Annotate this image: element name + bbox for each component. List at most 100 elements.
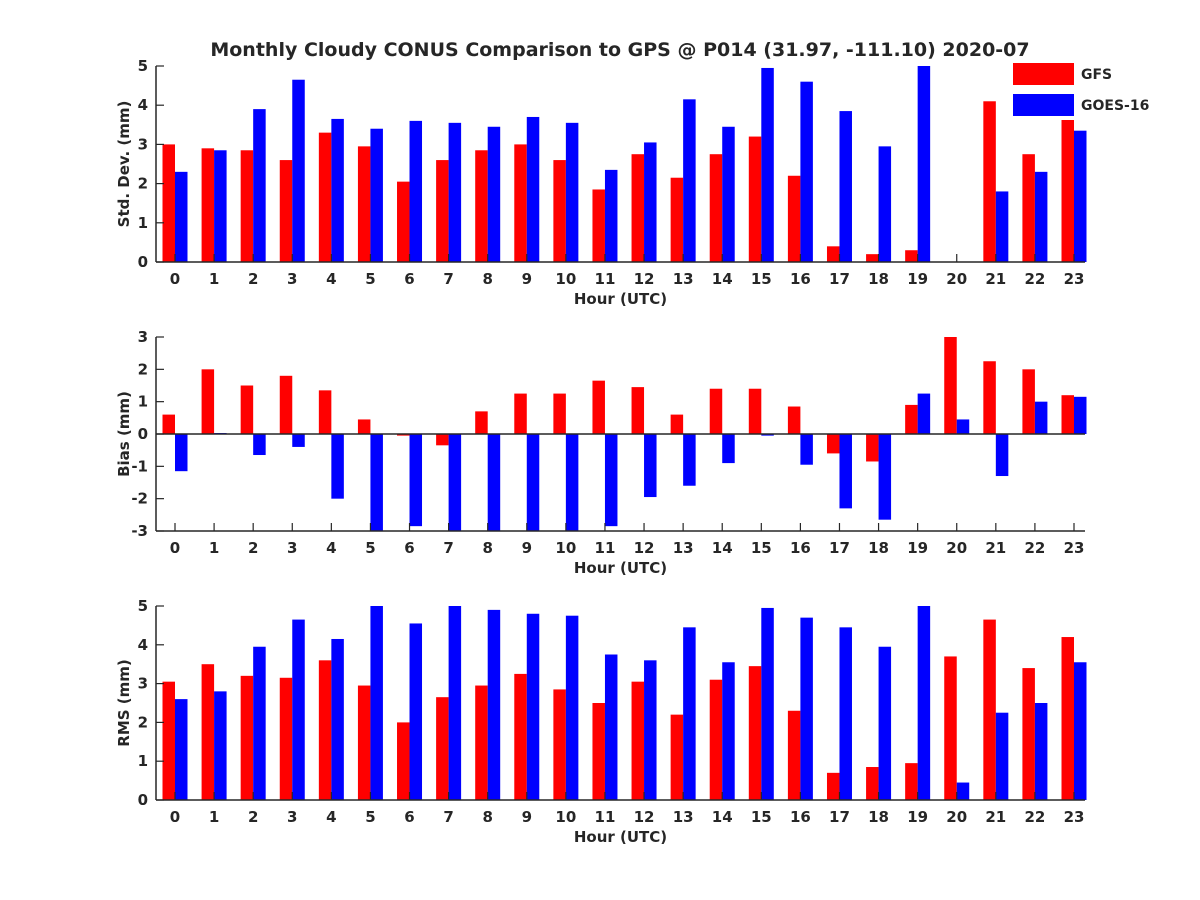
bar-goes-16-15 [761,607,774,800]
x-tick-label: 21 [985,808,1006,826]
bar-gfs-1 [201,369,215,434]
bar-goes-16-12 [644,434,657,498]
bar-goes-16-5 [370,606,383,800]
y-tick-label: 5 [138,597,148,615]
x-tick-label: 9 [522,539,532,557]
bar-gfs-13 [670,414,684,434]
y-tick-label: 3 [138,675,148,693]
bar-gfs-5 [357,685,371,800]
y-axis-label: Bias (mm) [115,391,133,477]
x-tick-label: 19 [907,539,928,557]
bar-gfs-6 [397,181,410,262]
bar-goes-16-1 [214,691,227,800]
bar-goes-16-4 [331,434,344,499]
bar-goes-16-19 [917,66,931,262]
x-tick-label: 15 [751,808,772,826]
x-tick-label: 17 [829,270,850,288]
x-tick-label: 14 [712,539,733,557]
bar-goes-16-9 [526,434,540,531]
x-tick-label: 11 [595,808,616,826]
bar-goes-16-9 [526,116,540,263]
bar-goes-16-15 [761,67,774,263]
bar-goes-16-3 [292,434,305,447]
y-tick-label: 2 [138,713,148,731]
bar-gfs-15 [748,136,762,262]
bar-goes-16-18 [878,146,892,262]
bar-gfs-2 [240,150,254,262]
bar-goes-16-22 [1034,703,1048,800]
x-tick-label: 19 [907,270,928,288]
bar-gfs-1 [201,148,215,262]
bar-goes-16-23 [1074,130,1087,262]
bar-goes-16-8 [487,126,501,262]
x-tick-label: 14 [712,808,733,826]
bar-gfs-18 [866,254,879,262]
bar-goes-16-23 [1074,396,1087,434]
x-tick-label: 17 [829,808,850,826]
bar-gfs-6 [397,434,410,436]
bar-goes-16-2 [253,646,266,800]
x-tick-label: 20 [946,808,967,826]
y-tick-label: 1 [138,214,148,232]
bar-gfs-13 [670,177,684,262]
bar-goes-16-0 [175,171,188,262]
bar-goes-16-4 [331,638,344,800]
y-tick-label: 0 [138,791,148,809]
x-tick-label: 2 [248,808,258,826]
bar-gfs-7 [436,160,449,262]
bar-goes-16-16 [800,81,813,263]
x-tick-label: 18 [868,539,889,557]
y-tick-label: 3 [138,328,148,346]
bar-goes-16-10 [565,615,579,800]
legend-swatch-gfs [1013,63,1074,85]
bar-gfs-22 [1022,154,1035,262]
x-tick-label: 0 [170,270,180,288]
bar-gfs-0 [162,414,175,434]
bar-goes-16-14 [722,434,735,464]
bar-goes-16-6 [409,623,423,800]
x-tick-label: 2 [248,539,258,557]
y-tick-label: 3 [138,135,148,153]
bar-goes-16-6 [409,434,423,527]
series-goes-16 [175,393,1087,531]
bar-gfs-15 [748,666,762,800]
bar-gfs-11 [592,189,605,262]
bar-gfs-3 [279,375,293,434]
bar-gfs-22 [1022,369,1035,434]
bar-goes-16-17 [839,627,852,800]
chart-title: Monthly Cloudy CONUS Comparison to GPS @… [210,39,1029,61]
bar-goes-16-11 [604,169,618,262]
bar-goes-16-19 [917,606,931,800]
bar-gfs-7 [436,434,449,446]
bar-gfs-1 [201,664,215,800]
bar-gfs-7 [436,697,449,800]
bar-gfs-4 [318,132,332,262]
x-tick-label: 20 [946,539,967,557]
x-tick-label: 8 [482,270,492,288]
bar-goes-16-18 [878,434,892,520]
bar-gfs-16 [787,406,801,434]
x-tick-label: 18 [868,808,889,826]
x-tick-label: 15 [751,539,772,557]
bar-goes-16-18 [878,646,892,800]
bar-gfs-10 [553,393,566,434]
bar-goes-16-14 [722,126,735,262]
bar-gfs-2 [240,675,254,800]
bar-gfs-12 [631,154,645,262]
x-tick-label: 17 [829,539,850,557]
bar-gfs-16 [787,175,801,262]
x-tick-label: 13 [673,808,694,826]
bar-goes-16-13 [683,627,696,800]
bar-gfs-17 [826,246,840,262]
bar-goes-16-0 [175,434,188,472]
bar-goes-16-16 [800,434,813,465]
bar-goes-16-11 [604,654,618,800]
bar-gfs-14 [709,154,723,262]
x-tick-label: 0 [170,808,180,826]
bar-gfs-5 [357,419,371,434]
bar-goes-16-4 [331,118,344,262]
bar-gfs-4 [318,660,332,800]
bar-goes-16-21 [995,712,1009,800]
